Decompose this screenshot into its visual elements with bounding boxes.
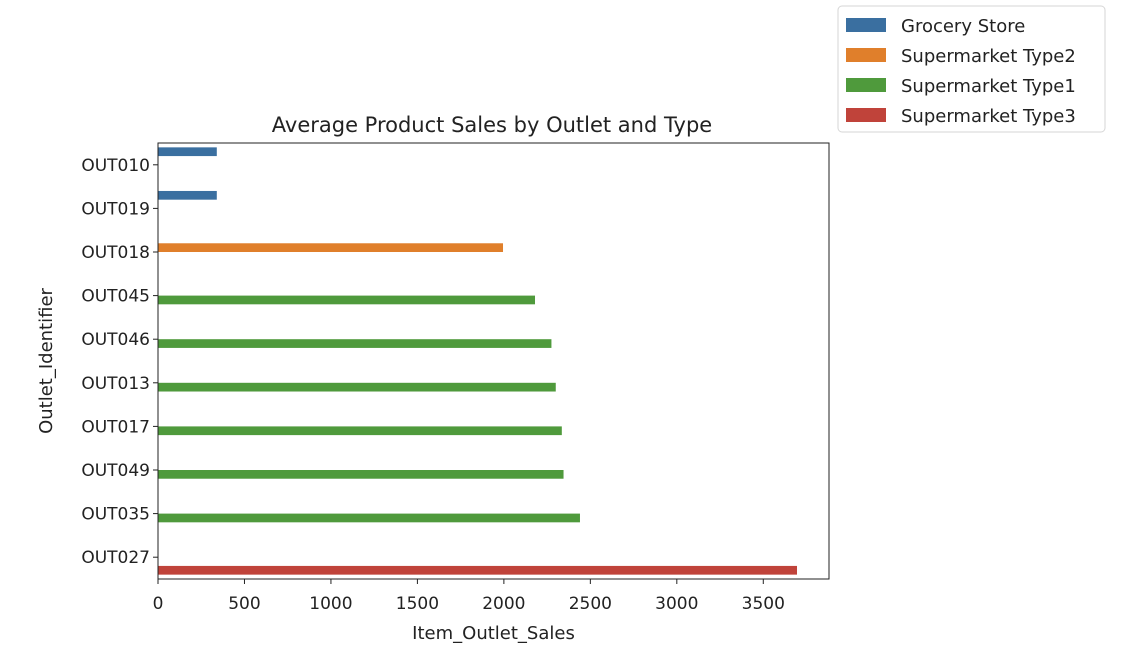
x-tick-label: 0 [153, 594, 164, 614]
bars [158, 147, 798, 575]
legend-label: Grocery Store [901, 16, 1025, 37]
legend-label: Supermarket Type1 [901, 76, 1076, 97]
y-tick-label: OUT027 [81, 548, 150, 568]
y-tick-label: OUT018 [81, 243, 150, 263]
y-tick-label: OUT046 [81, 330, 150, 350]
bar [158, 295, 536, 305]
y-tick-label: OUT035 [81, 505, 150, 525]
bar [158, 565, 798, 575]
y-tick-label: OUT017 [81, 417, 150, 437]
y-tick-label: OUT045 [81, 287, 150, 307]
x-tick-label: 3500 [742, 594, 785, 614]
chart-title: Average Product Sales by Outlet and Type [272, 113, 712, 137]
legend-label: Supermarket Type3 [901, 106, 1076, 127]
x-axis-title: Item_Outlet_Sales [412, 623, 575, 644]
legend-swatch [846, 18, 886, 32]
legend-box [837, 5, 1106, 133]
legend-swatch [846, 78, 886, 92]
bar [158, 190, 217, 200]
bar [158, 339, 552, 348]
x-tick-label: 2000 [482, 594, 525, 614]
legend-label: Supermarket Type2 [901, 46, 1076, 67]
x-tick-label: 3000 [655, 594, 698, 614]
legend: Grocery Store Supermarket Type2 Supermarke… [837, 5, 1106, 133]
x-tick-label: 1500 [396, 594, 439, 614]
bar [158, 382, 556, 392]
y-axis-title: Outlet_Identifier [36, 287, 57, 433]
bar [158, 426, 562, 436]
y-tick-label: OUT049 [81, 461, 150, 481]
y-tick-label: OUT019 [81, 199, 150, 219]
bar [158, 243, 504, 252]
bar [158, 513, 580, 523]
bar [158, 147, 217, 157]
y-tick-label: OUT013 [81, 374, 150, 394]
x-tick-label: 2500 [569, 594, 612, 614]
x-axis-ticks: 0 500 1000 1500 2000 2500 3000 3500 [153, 579, 785, 614]
legend-swatch [846, 48, 886, 62]
y-axis-ticks: OUT010 OUT019 OUT018 OUT045 OUT046 OUT013 OUT0… [81, 156, 158, 568]
y-tick-label: OUT010 [81, 156, 150, 176]
bar [158, 470, 564, 479]
plot-frame [157, 142, 830, 580]
x-tick-label: 500 [228, 594, 260, 614]
legend-swatch [846, 108, 886, 122]
x-tick-label: 1000 [309, 594, 352, 614]
